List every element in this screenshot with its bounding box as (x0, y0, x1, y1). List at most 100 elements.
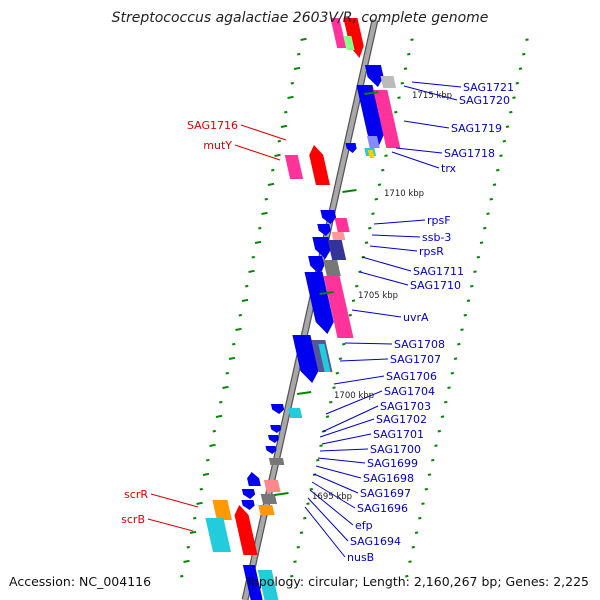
gene-label: SAG1720 (459, 94, 510, 107)
gene-trx-b (367, 150, 375, 158)
gene-label: SAG1704 (384, 385, 435, 398)
gene-label: trx (441, 162, 457, 175)
minor-tick (470, 284, 474, 288)
minor-tick (271, 168, 275, 172)
major-tick (364, 91, 379, 95)
minor-tick (238, 313, 242, 317)
minor-tick (463, 313, 467, 317)
gene-label: SAG1710 (410, 279, 461, 292)
gene-sag1708 (318, 344, 331, 372)
minor-tick (403, 67, 408, 70)
minor-tick (444, 400, 448, 404)
gene-ssb3-a (317, 224, 331, 236)
minor-tick (186, 545, 190, 549)
minor-tick (299, 531, 304, 534)
minor-tick (453, 357, 458, 360)
gene-top-pink (330, 18, 347, 48)
leader-line (150, 493, 199, 508)
leader-line (403, 85, 458, 101)
major-tick (319, 291, 334, 295)
gene-sag1702 (270, 425, 282, 433)
minor-tick (338, 357, 343, 360)
gene-label: SAG1698 (363, 472, 414, 485)
gene-muty (309, 145, 330, 185)
gene-label: ssb-3 (422, 231, 451, 244)
minor-tick (206, 458, 210, 462)
gene-scrb-red (234, 505, 258, 555)
minor-tick (284, 110, 288, 114)
minor-tick (522, 52, 526, 56)
minor-tick (342, 342, 346, 346)
minor-tick (348, 313, 352, 317)
gene-label: uvrA (403, 311, 429, 324)
minor-tick (466, 299, 471, 302)
leader-line (315, 465, 362, 479)
minor-tick (264, 197, 268, 201)
leader-line (361, 256, 412, 272)
kbp-tick-labels: 1715 kbp 1710 kbp 1705 kbp 1700 kbp 1695 kbp (274, 91, 452, 502)
leader-line (351, 309, 402, 318)
minor-tick (219, 400, 223, 404)
gene-label: SAG1711 (413, 265, 464, 278)
minor-tick (241, 298, 249, 302)
leader-line (359, 271, 409, 286)
gene-sag1721 (364, 65, 384, 87)
leader-line (321, 405, 379, 433)
leader-line (344, 342, 393, 345)
gene-sag1697 (247, 472, 261, 486)
minor-tick (235, 327, 242, 331)
gene-rpsr (327, 240, 347, 260)
minor-tick (325, 415, 330, 418)
minor-tick (476, 255, 480, 259)
minor-tick (457, 342, 461, 346)
minor-tick (293, 560, 297, 563)
minor-tick (502, 139, 506, 143)
minor-tick (515, 81, 519, 85)
minor-tick (280, 124, 288, 128)
gene-sag1701 (267, 435, 279, 443)
gene-label: rpsR (419, 245, 444, 258)
gene-label: SAG1719 (451, 122, 502, 135)
minor-tick (199, 487, 203, 491)
gene-label-left: scrB (121, 513, 145, 526)
gene-label: SAG1706 (386, 370, 437, 383)
gene-label: SAG1697 (360, 487, 411, 500)
minor-tick (421, 502, 425, 505)
minor-tick (277, 139, 281, 143)
minor-tick (518, 67, 523, 70)
minor-tick (479, 241, 484, 244)
minor-tick (222, 385, 229, 389)
gene-label-left: SAG1716 (187, 119, 238, 132)
minor-tick (212, 429, 216, 433)
gene-label: SAG1721 (463, 81, 514, 94)
gene-sag1716 (284, 155, 304, 179)
major-tick (274, 492, 289, 496)
minor-tick (384, 154, 388, 157)
leader-line (321, 433, 372, 445)
minor-tick (251, 255, 255, 259)
topology-text: Topology: circular; Length: 2,160,267 bp… (245, 574, 589, 589)
leader-line (311, 481, 356, 509)
kbp-label: 1710 kbp (384, 189, 424, 199)
minor-tick (492, 183, 497, 186)
accession-text: Accession: NC_004116 (9, 574, 152, 589)
minor-tick (483, 226, 487, 230)
minor-tick (440, 415, 445, 418)
minor-tick (512, 96, 516, 99)
gene-label: SAG1708 (394, 338, 445, 351)
minor-tick (358, 270, 362, 273)
kbp-label: 1700 kbp (334, 391, 374, 401)
label-leader-lines (147, 81, 462, 558)
minor-tick (209, 443, 216, 447)
gene-sag1704 (270, 404, 285, 414)
minor-tick (332, 386, 336, 389)
gene-sag1719a (356, 85, 384, 147)
minor-tick (303, 516, 307, 520)
minor-tick (232, 342, 236, 346)
gene-label: nusB (347, 551, 374, 564)
gene-label-left: scrR (124, 488, 148, 501)
minor-tick (434, 444, 438, 447)
minor-tick (377, 183, 382, 186)
kbp-label: 1695 kbp (312, 492, 352, 502)
leader-line (371, 234, 421, 238)
